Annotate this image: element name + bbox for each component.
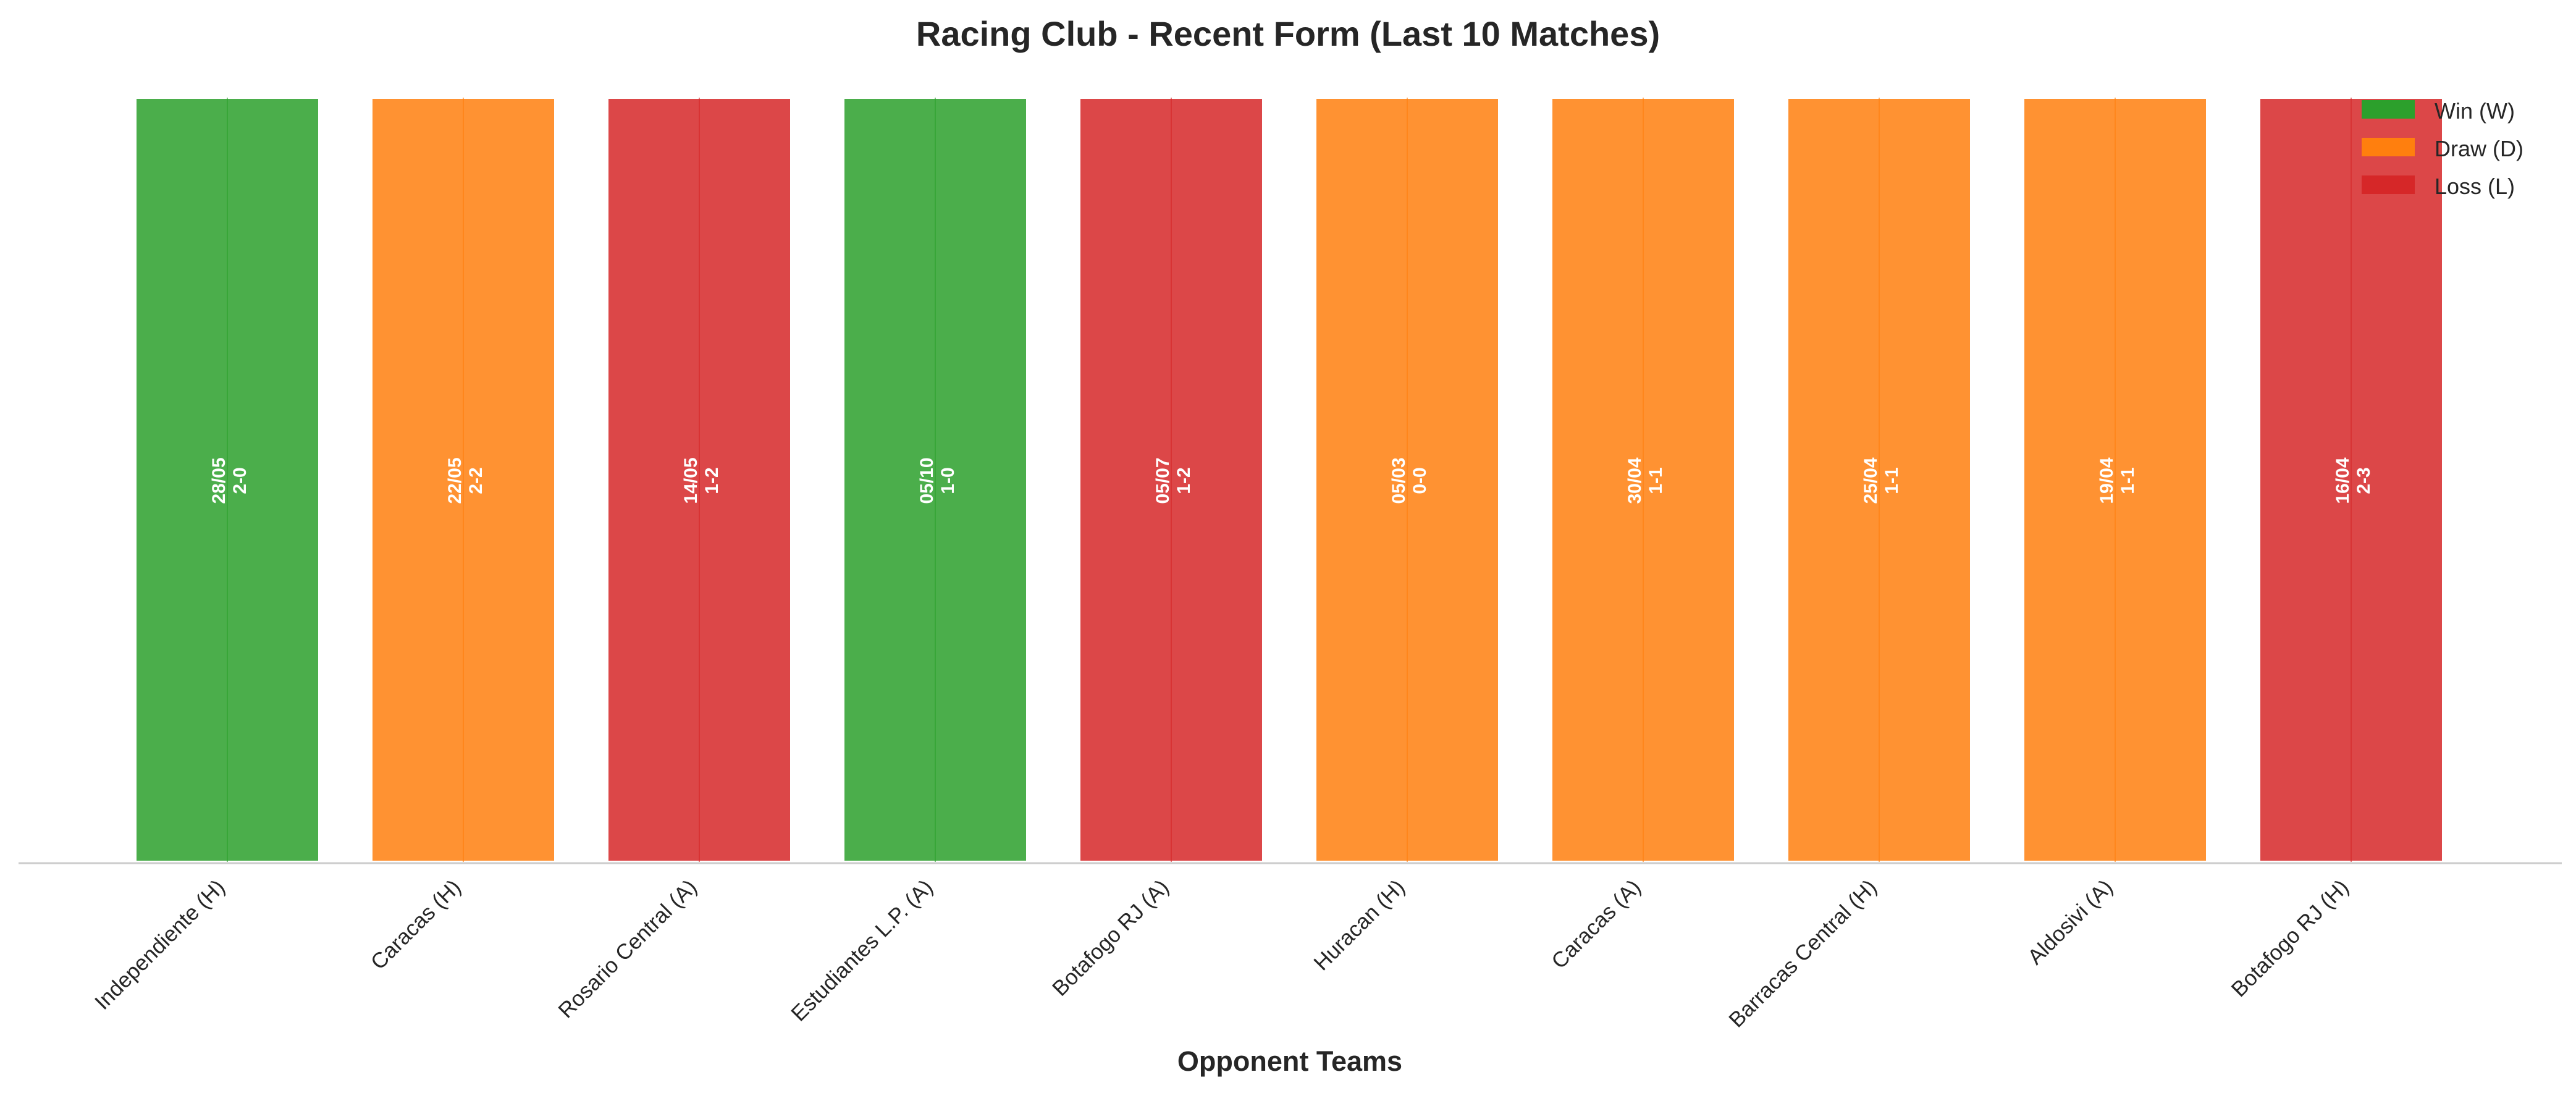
- x-tick-label: Independiente (H): [90, 875, 230, 1015]
- x-tick-label: Rosario Central (A): [554, 875, 701, 1023]
- bar-score-label: 1-1: [2118, 467, 2138, 494]
- bar-label: 19/04 1-1: [2097, 457, 2138, 504]
- chart-title: Racing Club - Recent Form (Last 10 Match…: [916, 14, 1660, 53]
- bar-label: 16/04 2-3: [2333, 457, 2374, 504]
- bar-score-label: 2-2: [466, 467, 486, 494]
- bar-score-label: 0-0: [1410, 467, 1430, 494]
- legend-swatch-l: [2362, 175, 2415, 194]
- bar-score-label: 1-1: [1646, 467, 1666, 494]
- x-tick-label: Estudiantes L.P. (A): [786, 875, 937, 1026]
- x-tick-label: Barracas Central (H): [1724, 875, 1882, 1032]
- legend-swatch-w: [2362, 100, 2415, 119]
- legend: Win (W) Draw (D) Loss (L): [2362, 98, 2523, 199]
- x-tick-labels: Independiente (H) Caracas (H) Rosario Cent…: [90, 875, 2354, 1032]
- bar-label: 14/05 1-2: [681, 457, 722, 504]
- bars-layer: 28/05 2-0 22/05 2-2 14/05 1-2 05/10 1-0 05/07 1-2…: [134, 96, 2444, 863]
- legend-swatch-d: [2362, 138, 2415, 156]
- bar-label: 05/03 0-0: [1389, 457, 1430, 504]
- bar-date-label: 05/10: [917, 457, 937, 504]
- bar-score-label: 1-2: [1174, 467, 1194, 494]
- bar-label: 22/05 2-2: [445, 457, 486, 504]
- bar-label: 28/05 2-0: [209, 457, 250, 504]
- bar-date-label: 05/07: [1153, 457, 1173, 504]
- bar-date-label: 28/05: [209, 457, 229, 504]
- bar-date-label: 16/04: [2333, 457, 2353, 504]
- x-tick-label: Botafogo RJ (A): [1048, 875, 1174, 1001]
- bar-date-label: 30/04: [1625, 457, 1645, 504]
- bar-date-label: 14/05: [681, 457, 701, 504]
- bar-date-label: 25/04: [1861, 457, 1881, 504]
- x-tick-label: Caracas (H): [366, 875, 466, 974]
- bar-label: 05/07 1-2: [1153, 457, 1194, 504]
- bar-date-label: 05/03: [1389, 457, 1409, 504]
- x-tick-label: Aldosivi (A): [2023, 875, 2118, 969]
- bar-label: 05/10 1-0: [917, 457, 958, 504]
- bar-score-label: 2-3: [2354, 467, 2374, 494]
- bar-label: 30/04 1-1: [1625, 457, 1666, 504]
- bar-score-label: 2-0: [230, 467, 250, 494]
- bar-label: 25/04 1-1: [1861, 457, 1902, 504]
- legend-label-l: Loss (L): [2435, 174, 2515, 199]
- x-axis-label: Opponent Teams: [1177, 1045, 1402, 1077]
- x-tick-label: Caracas (A): [1547, 875, 1646, 974]
- bar-date-label: 22/05: [445, 457, 465, 504]
- bar-score-label: 1-0: [938, 467, 958, 494]
- legend-label-d: Draw (D): [2435, 136, 2523, 161]
- x-tick-label: Huracan (H): [1309, 875, 1409, 975]
- legend-label-w: Win (W): [2435, 98, 2515, 124]
- bar-score-label: 1-1: [1882, 467, 1902, 494]
- bar-score-label: 1-2: [702, 467, 722, 494]
- x-tick-label: Botafogo RJ (H): [2227, 875, 2354, 1002]
- bar-date-label: 19/04: [2097, 457, 2117, 504]
